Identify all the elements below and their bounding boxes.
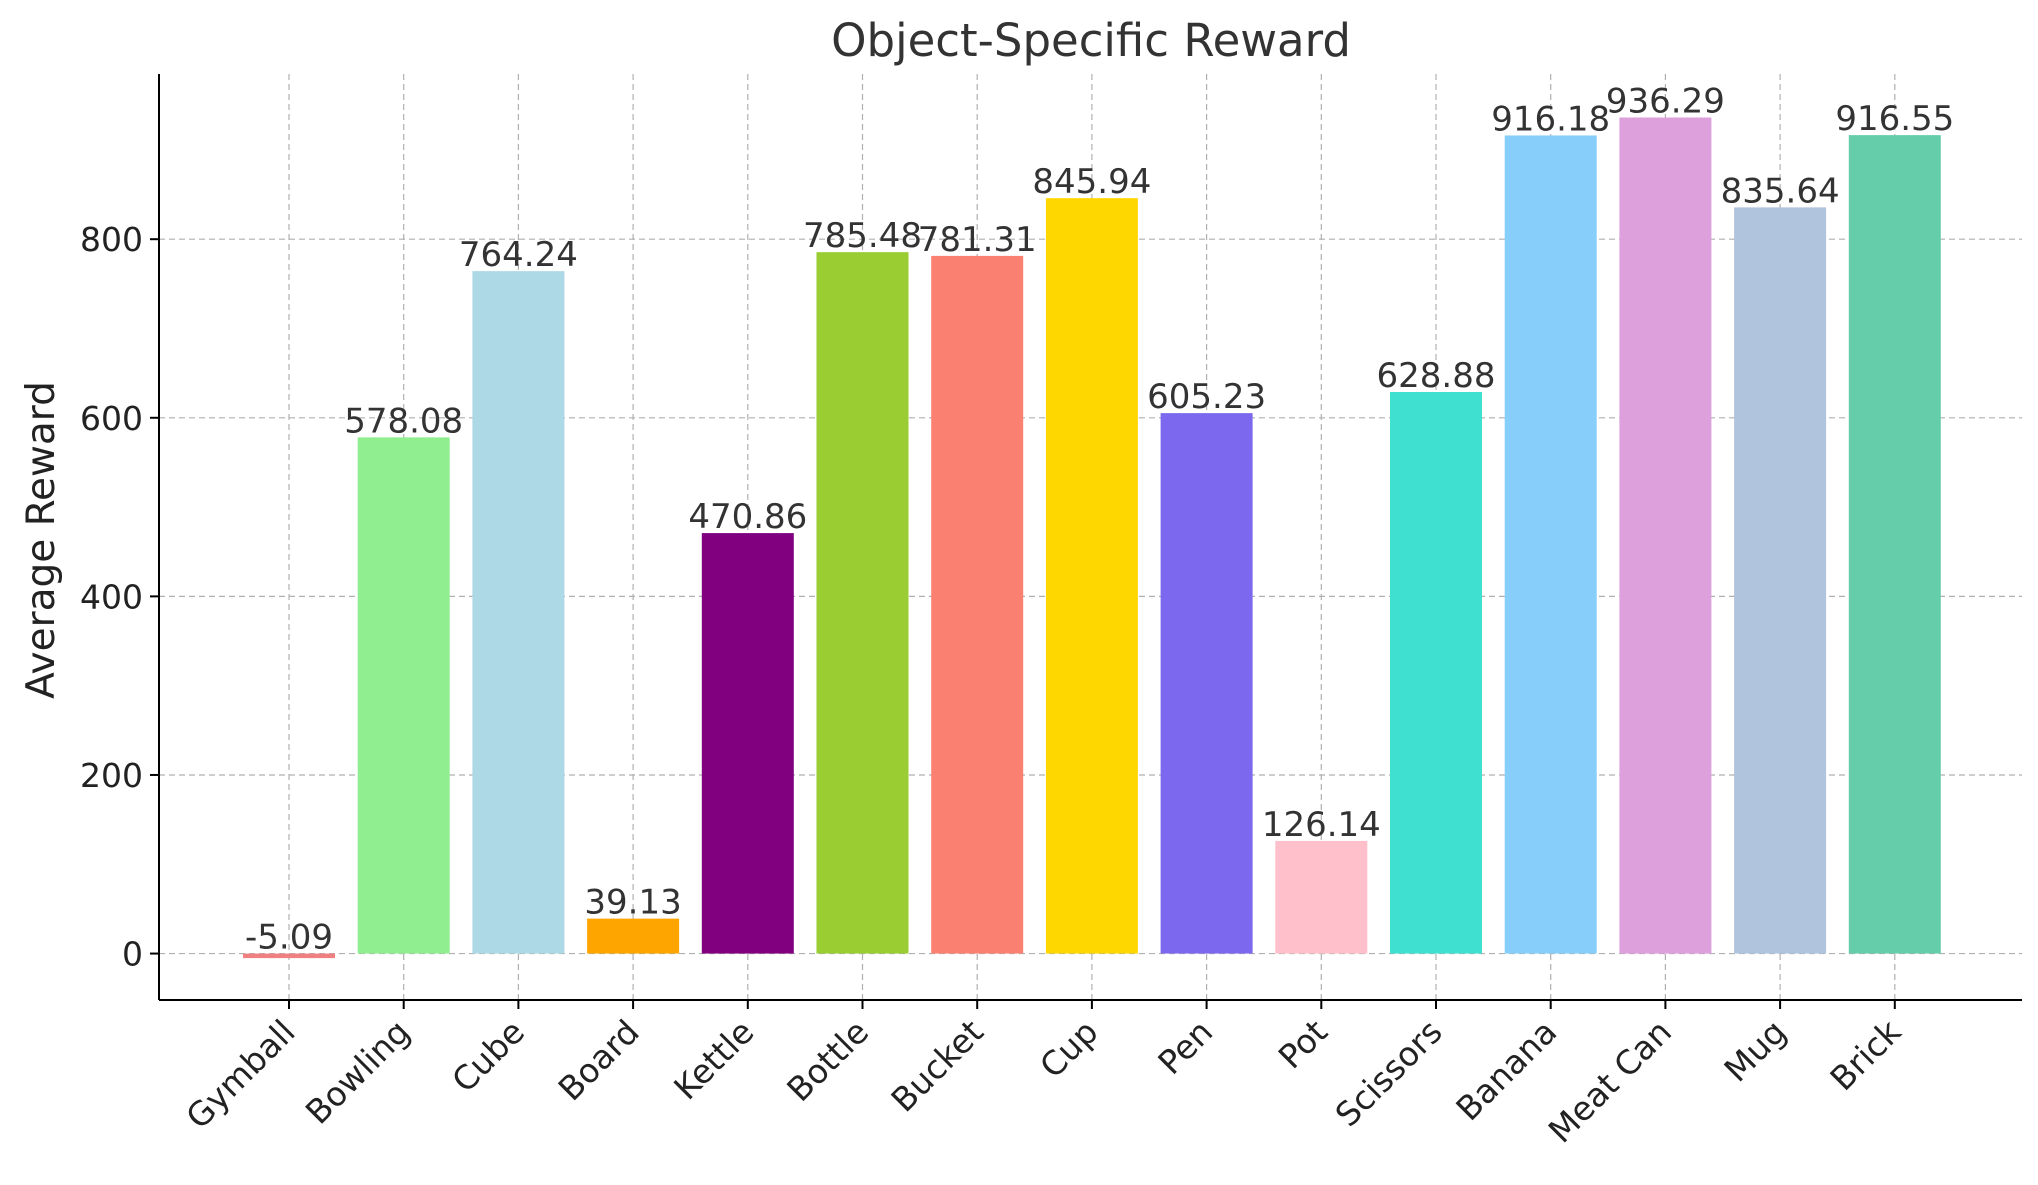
x-tick-label: Cube xyxy=(444,1012,532,1100)
chart-title: Object-Specific Reward xyxy=(831,14,1351,67)
x-tick-label: Pen xyxy=(1150,1012,1220,1082)
bar-kettle xyxy=(701,533,794,954)
bar-scissors xyxy=(1390,392,1482,954)
data-labels: -5.09 578.08 764.24 39.13 470.86 785.48781.31… xyxy=(245,81,1954,957)
value-label: 781.31 xyxy=(918,220,1037,260)
value-label: 126.14 xyxy=(1262,805,1381,845)
bar-mug xyxy=(1734,207,1827,954)
x-tick-label: Pot xyxy=(1271,1012,1335,1076)
value-label: 916.18 xyxy=(1491,99,1610,139)
x-tick-label: Banana xyxy=(1448,1012,1564,1128)
x-tick-label: Kettle xyxy=(666,1012,761,1107)
bar-meat-can xyxy=(1619,117,1712,954)
x-tick-label: Bowling xyxy=(298,1012,418,1132)
bar-bowling xyxy=(357,437,450,954)
value-label: 470.86 xyxy=(688,497,807,537)
bar-board xyxy=(587,918,680,954)
value-label: 605.23 xyxy=(1147,377,1266,417)
value-label: 835.64 xyxy=(1721,171,1840,211)
y-tick-label: 800 xyxy=(80,220,143,259)
value-label: -5.09 xyxy=(245,918,333,958)
value-label: 916.55 xyxy=(1835,99,1954,139)
y-tick-label: 400 xyxy=(80,577,143,616)
bar-cube xyxy=(472,271,565,954)
y-tick-label: 600 xyxy=(80,399,143,438)
y-tick-label: 200 xyxy=(80,756,143,795)
bar-brick xyxy=(1848,135,1941,954)
value-label: 764.24 xyxy=(459,235,578,275)
x-tick-label: Bucket xyxy=(883,1012,990,1119)
axes xyxy=(158,74,2022,1001)
bar-banana xyxy=(1504,135,1597,954)
x-tick-label: Brick xyxy=(1822,1011,1909,1098)
value-label: 936.29 xyxy=(1606,81,1725,121)
x-tick-label: Board xyxy=(551,1012,647,1108)
bar-cup xyxy=(1045,198,1138,954)
x-tick-label: Bottle xyxy=(779,1012,876,1109)
value-label: 39.13 xyxy=(584,883,681,923)
y-tick-label: 0 xyxy=(122,935,143,974)
bars xyxy=(243,117,1941,959)
y-axis-title: Average Reward xyxy=(19,381,64,699)
bar-pot xyxy=(1275,840,1368,954)
value-label: 785.48 xyxy=(803,216,922,256)
bar-pen xyxy=(1160,413,1253,954)
x-tick-label: Cup xyxy=(1032,1012,1105,1085)
bar-bottle xyxy=(816,252,909,954)
x-tick-label: Scissors xyxy=(1328,1012,1450,1134)
bar-bucket xyxy=(931,255,1024,954)
value-label: 628.88 xyxy=(1377,356,1496,396)
value-label: 845.94 xyxy=(1032,162,1151,202)
x-tick-label: Gymball xyxy=(178,1012,302,1136)
x-tick-label: Mug xyxy=(1716,1012,1793,1089)
value-label: 578.08 xyxy=(344,401,463,441)
x-tick-label: Meat Can xyxy=(1541,1012,1679,1150)
bar-gymball xyxy=(243,953,335,959)
